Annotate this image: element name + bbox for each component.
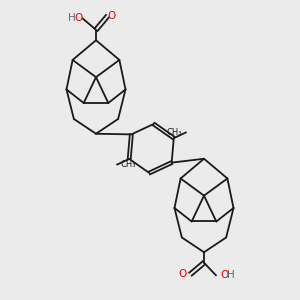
Text: CH₃: CH₃ bbox=[121, 160, 136, 169]
Text: CH₃: CH₃ bbox=[167, 128, 182, 137]
Text: O: O bbox=[107, 11, 115, 21]
Text: H: H bbox=[68, 14, 76, 23]
Text: O: O bbox=[178, 269, 187, 279]
Text: O: O bbox=[220, 270, 228, 280]
Text: H: H bbox=[226, 270, 234, 280]
Text: O: O bbox=[74, 14, 83, 23]
